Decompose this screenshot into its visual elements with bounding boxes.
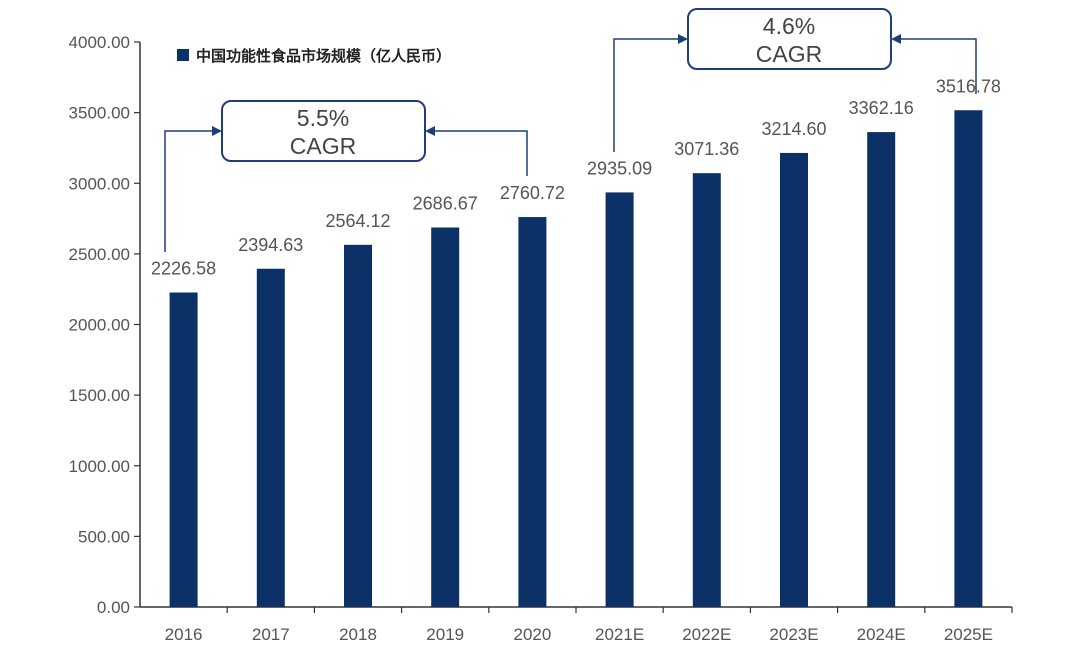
data-label: 2226.58 — [151, 258, 216, 278]
data-labels: 2226.58 2394.63 2564.12 2686.67 2760.72 2935.… — [151, 76, 1001, 278]
bar — [169, 292, 198, 607]
bar — [431, 227, 460, 607]
bar — [867, 132, 896, 607]
legend-swatch — [177, 49, 189, 61]
data-label: 3214.60 — [761, 119, 826, 139]
x-tick-label: 2020 — [513, 625, 551, 644]
legend: 中国功能性食品市场规模（亿人民币） — [177, 47, 451, 65]
x-tick-label: 2021E — [595, 625, 644, 644]
cagr-rate-2: 4.6% — [763, 13, 815, 39]
data-label: 3516.78 — [936, 76, 1001, 96]
cagr-annotation-2: 4.6% CAGR — [613, 8, 977, 152]
y-tick-label: 3000.00 — [69, 174, 130, 193]
y-tick-label: 0.00 — [97, 598, 130, 617]
legend-label: 中国功能性食品市场规模（亿人民币） — [196, 47, 451, 65]
cagr-rate-1: 5.5% — [297, 105, 349, 131]
bar — [780, 152, 808, 607]
y-tick-label: 1000.00 — [69, 457, 130, 476]
data-label: 2394.63 — [238, 235, 303, 255]
bars — [169, 110, 983, 608]
y-axis-ticks: 0.00 500.00 1000.00 1500.00 2000.00 2500.00 30… — [69, 33, 140, 617]
bar — [518, 217, 547, 608]
data-label: 3362.16 — [849, 98, 914, 118]
data-label: 2686.67 — [413, 194, 478, 214]
data-label: 3071.36 — [674, 139, 739, 159]
x-tick-label: 2025E — [944, 625, 993, 644]
y-tick-label: 1500.00 — [69, 386, 130, 405]
cagr-annotation-1: 5.5% CAGR — [164, 100, 528, 252]
bar — [954, 110, 983, 607]
bar — [605, 192, 634, 608]
x-tick-label: 2023E — [769, 625, 818, 644]
y-tick-label: 3500.00 — [69, 104, 130, 123]
x-tick-label: 2018 — [339, 625, 377, 644]
y-tick-label: 2000.00 — [69, 316, 130, 335]
x-tick-label: 2019 — [426, 625, 464, 644]
cagr-arrow-left-2 — [613, 34, 688, 152]
cagr-label-1: CAGR — [290, 133, 356, 159]
data-label: 2760.72 — [500, 183, 565, 203]
bar — [256, 268, 285, 607]
data-label: 2935.09 — [587, 158, 652, 178]
x-axis-labels: 2016 2017 2018 2019 2020 2021E 2022E 2023E 2024E… — [165, 607, 1013, 644]
cagr-arrow-left-1 — [164, 126, 222, 252]
y-tick-label: 4000.00 — [69, 33, 130, 52]
cagr-arrow-right-1 — [425, 126, 528, 176]
data-label: 2564.12 — [325, 211, 390, 231]
y-tick-label: 2500.00 — [69, 245, 130, 264]
bar — [692, 173, 721, 607]
x-tick-label: 2022E — [682, 625, 731, 644]
x-tick-label: 2024E — [857, 625, 906, 644]
cagr-label-2: CAGR — [756, 41, 822, 67]
x-tick-label: 2017 — [252, 625, 290, 644]
x-tick-label: 2016 — [165, 625, 203, 644]
cagr-arrow-right-2 — [891, 34, 977, 94]
y-tick-label: 500.00 — [78, 527, 130, 546]
bar — [344, 244, 372, 607]
